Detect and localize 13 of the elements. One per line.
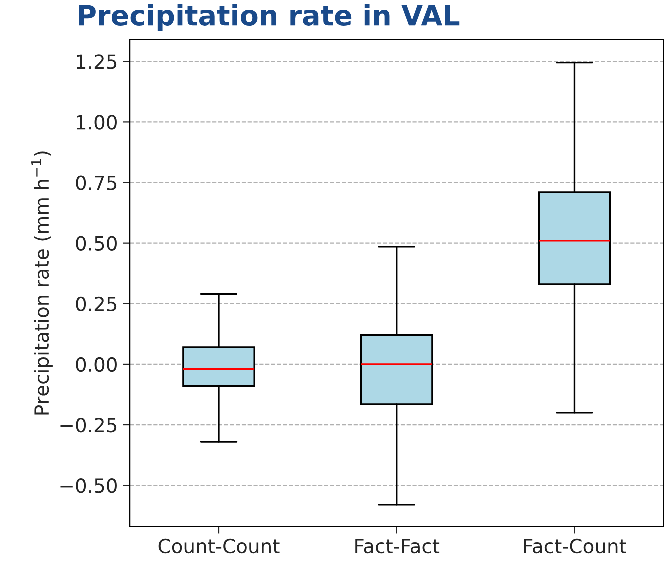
y-tick-label: 0.25 [76, 296, 117, 312]
y-tick-label: 1.25 [77, 54, 117, 70]
x-tick-label: Fact-Count [524, 538, 626, 554]
x-tick-label: Fact-Fact [356, 539, 440, 554]
x-tick-label: Count-Count [158, 538, 280, 554]
y-axis-title: Precipitation rate (mm h$^{−1}$) [32, 152, 53, 415]
chart-title: Precipitation rate in VAL [79, 4, 460, 32]
y-tick-label: −0.25 [60, 418, 117, 433]
y-tick-label: 1.00 [77, 115, 117, 130]
y-tick-label: 0.75 [76, 176, 117, 190]
y-tick-label: 0.50 [76, 236, 117, 251]
y-tick-label: −0.50 [60, 478, 117, 494]
y-tick-label: 0.00 [76, 357, 117, 372]
